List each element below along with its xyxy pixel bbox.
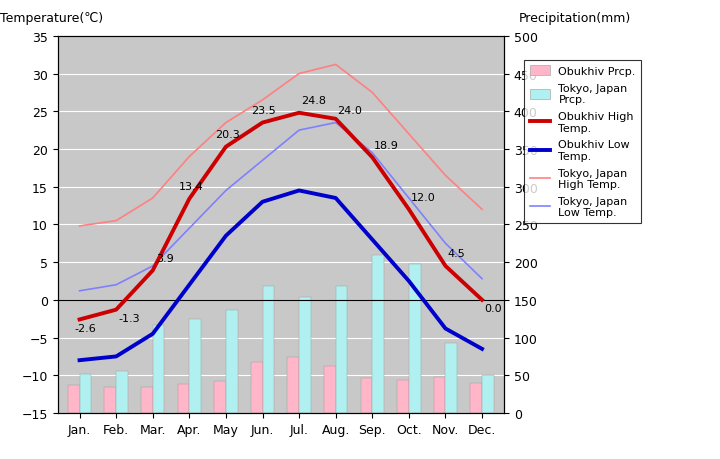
Text: 3.9: 3.9 bbox=[156, 253, 174, 263]
Bar bbox=[153, 325, 164, 413]
Text: -1.3: -1.3 bbox=[118, 313, 140, 324]
Bar bbox=[251, 363, 263, 413]
Bar bbox=[79, 374, 91, 413]
Bar bbox=[336, 286, 347, 413]
Bar bbox=[116, 371, 128, 413]
Text: Temperature(℃): Temperature(℃) bbox=[0, 12, 103, 25]
Bar bbox=[299, 297, 311, 413]
Bar bbox=[68, 385, 79, 413]
Text: 20.3: 20.3 bbox=[215, 130, 240, 140]
Bar bbox=[141, 387, 153, 413]
Bar bbox=[189, 320, 201, 413]
Bar bbox=[226, 310, 238, 413]
Bar bbox=[263, 286, 274, 413]
Text: 18.9: 18.9 bbox=[374, 140, 399, 151]
Legend: Obukhiv Prcp., Tokyo, Japan
Prcp., Obukhiv High
Temp., Obukhiv Low
Temp., Tokyo,: Obukhiv Prcp., Tokyo, Japan Prcp., Obukh… bbox=[524, 61, 642, 224]
Bar bbox=[287, 358, 299, 413]
Bar bbox=[470, 383, 482, 413]
Bar bbox=[409, 265, 420, 413]
Bar bbox=[446, 343, 457, 413]
Bar bbox=[104, 387, 116, 413]
Bar bbox=[482, 375, 494, 413]
Text: 24.0: 24.0 bbox=[338, 106, 362, 116]
Bar bbox=[215, 381, 226, 413]
Text: 0.0: 0.0 bbox=[484, 304, 502, 314]
Bar bbox=[178, 385, 189, 413]
Bar bbox=[372, 255, 384, 413]
Text: 13.4: 13.4 bbox=[179, 182, 203, 192]
Text: 4.5: 4.5 bbox=[447, 249, 465, 259]
Text: -2.6: -2.6 bbox=[74, 323, 96, 333]
Text: Precipitation(mm): Precipitation(mm) bbox=[518, 12, 631, 25]
Text: 12.0: 12.0 bbox=[410, 192, 436, 202]
Bar bbox=[433, 377, 446, 413]
Bar bbox=[361, 378, 372, 413]
Bar bbox=[324, 366, 336, 413]
Text: 23.5: 23.5 bbox=[251, 106, 276, 116]
Text: 24.8: 24.8 bbox=[301, 96, 326, 106]
Bar bbox=[397, 380, 409, 413]
